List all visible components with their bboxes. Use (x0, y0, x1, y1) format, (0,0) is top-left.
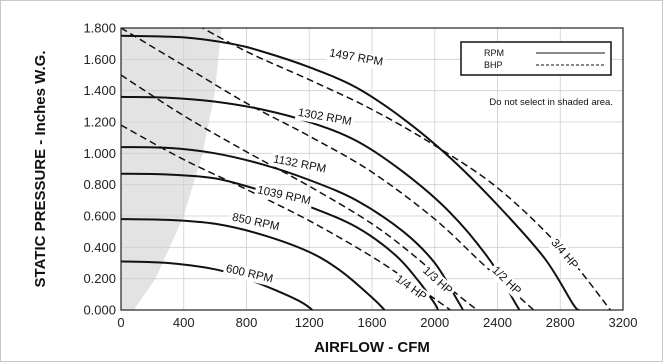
x-tick-label: 400 (173, 315, 195, 330)
x-tick-label: 1200 (295, 315, 324, 330)
y-axis-title: STATIC PRESSURE - Inches W.G. (32, 51, 49, 288)
bhp-curve-label: 1/2 HP (489, 264, 523, 297)
rpm-curve-label-group: 1039 RPM (253, 182, 314, 209)
rpm-curve-label-bg (326, 46, 387, 70)
y-tick-label: 0.400 (83, 240, 116, 255)
y-tick-label: 1.800 (83, 21, 116, 36)
bhp-curve-1-4-hp (121, 124, 451, 310)
y-tick-label: 0.600 (83, 209, 116, 224)
rpm-curve-label: 1302 RPM (297, 107, 353, 128)
bhp-curve-label-group: 1/2 HP (487, 262, 526, 300)
bhp-curve-label-bg (390, 270, 431, 306)
rpm-curve-label-bg (294, 105, 355, 130)
rpm-curve-label: 850 RPM (231, 212, 280, 234)
shaded-area-note: Do not select in shaded area. (489, 97, 613, 108)
x-tick-label: 2800 (546, 315, 575, 330)
legend-label-bhp: BHP (484, 60, 503, 70)
x-tick-label: 800 (236, 315, 258, 330)
rpm-curve-label-group: 1132 RPM (270, 152, 330, 177)
rpm-curve-label: 1132 RPM (272, 153, 327, 175)
rpm-curve-label: 1039 RPM (256, 184, 312, 207)
shaded-region (121, 28, 222, 310)
rpm-curve-label-group: 850 RPM (228, 210, 283, 235)
bhp-curve-label-bg (487, 262, 526, 300)
x-axis-title: AIRFLOW - CFM (314, 339, 430, 356)
bhp-curve-label: 3/4 HP (548, 237, 580, 272)
rpm-curve-label-bg (222, 261, 277, 287)
rpm-curve-1497-rpm (121, 34, 580, 310)
x-tick-label: 1600 (358, 315, 387, 330)
rpm-curve-label: 600 RPM (225, 263, 274, 285)
bhp-curve-label-bg (417, 262, 457, 300)
rpm-curve-label-group: 1497 RPM (326, 46, 387, 70)
bhp-curve-1-2-hp (121, 28, 535, 310)
x-tick-label: 2400 (483, 315, 512, 330)
legend: RPM BHP (460, 41, 612, 76)
x-tick-label: 3200 (609, 315, 638, 330)
legend-label-rpm: RPM (484, 48, 504, 58)
rpm-curve-label-group: 1302 RPM (294, 105, 355, 130)
y-tick-label: 1.400 (83, 83, 116, 98)
y-tick-label: 0.000 (83, 303, 116, 318)
x-tick-label: 2000 (420, 315, 449, 330)
y-tick-label: 1.200 (83, 115, 116, 130)
legend-box (460, 41, 612, 76)
y-tick-label: 1.000 (83, 146, 116, 161)
bhp-curve-label-bg (546, 234, 583, 274)
rpm-curve-label-group: 600 RPM (222, 261, 277, 287)
rpm-curve-label-bg (228, 210, 283, 235)
rpm-curve-label: 1497 RPM (328, 47, 384, 68)
y-tick-label: 1.600 (83, 52, 116, 67)
rpm-curve-label-bg (270, 152, 330, 177)
y-tick-label: 0.200 (83, 271, 116, 286)
plot-border (120, 27, 624, 311)
y-tick-label: 0.800 (83, 177, 116, 192)
rpm-curve-label-bg (253, 182, 314, 209)
rpm-curve-850-rpm (121, 218, 386, 310)
x-tick-label: 0 (117, 315, 124, 330)
